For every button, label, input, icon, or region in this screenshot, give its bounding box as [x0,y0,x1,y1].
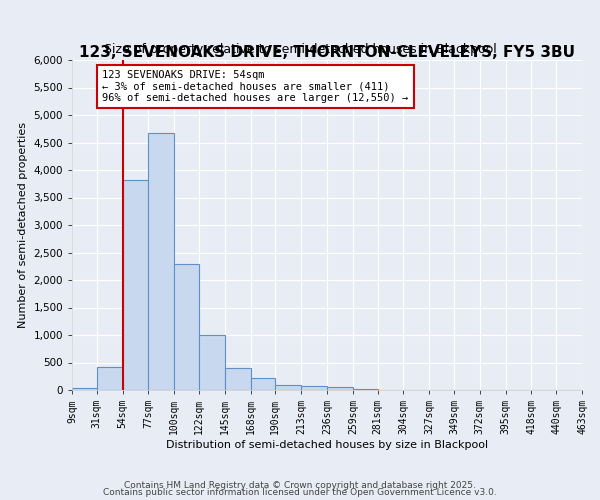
Bar [199,335,225,390]
Bar [72,388,97,390]
Bar [148,132,174,390]
Bar [97,368,122,390]
Bar [251,378,275,390]
Bar [225,368,251,390]
Text: Contains HM Land Registry data © Crown copyright and database right 2025.: Contains HM Land Registry data © Crown c… [124,480,476,490]
Bar [301,386,327,390]
Bar [122,180,148,390]
Text: 123 SEVENOAKS DRIVE: 54sqm
← 3% of semi-detached houses are smaller (411)
96% of: 123 SEVENOAKS DRIVE: 54sqm ← 3% of semi-… [103,70,409,103]
Text: Contains public sector information licensed under the Open Government Licence v3: Contains public sector information licen… [103,488,497,497]
Text: Size of property relative to semi-detached houses in Blackpool: Size of property relative to semi-detach… [104,42,496,56]
Title: 123, SEVENOAKS DRIVE, THORNTON-CLEVELEYS, FY5 3BU: 123, SEVENOAKS DRIVE, THORNTON-CLEVELEYS… [79,45,575,60]
X-axis label: Distribution of semi-detached houses by size in Blackpool: Distribution of semi-detached houses by … [166,440,488,450]
Bar [174,264,199,390]
Y-axis label: Number of semi-detached properties: Number of semi-detached properties [18,122,28,328]
Bar [275,384,301,390]
Bar [327,387,353,390]
